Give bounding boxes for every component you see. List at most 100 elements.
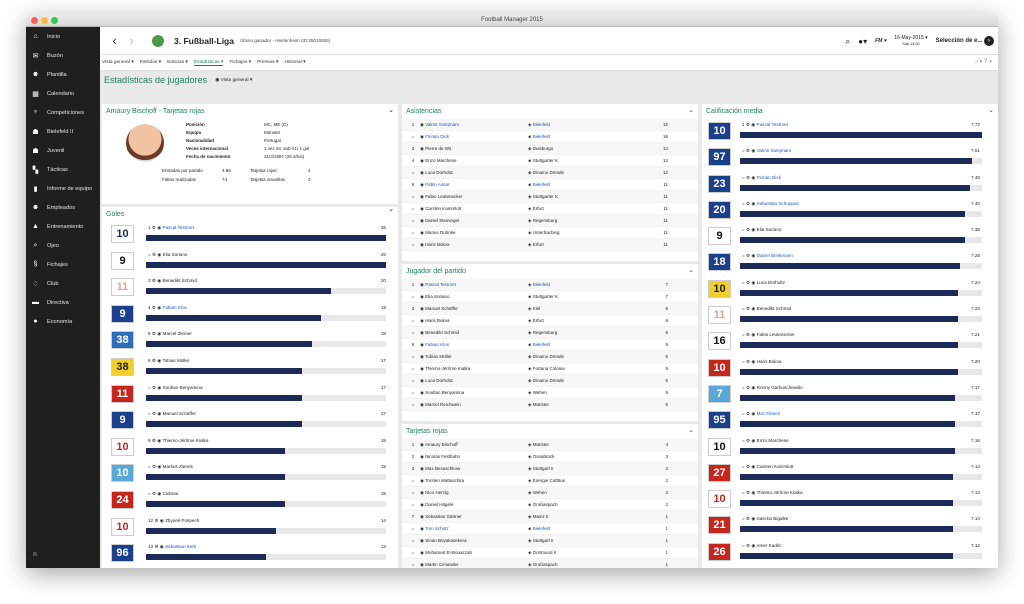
table-row[interactable]: = ◉ Daniel Steininger ◈ Regensburg 11 [402,215,698,227]
leader-row[interactable]: 97 = ⚙ ◉ Valmir Sulejmani 7.51 [702,145,998,171]
player-label[interactable]: Florian Dick [425,133,449,139]
player-label[interactable]: Daniel Hägele [425,501,454,507]
player-name[interactable]: = ⚙ ◉ Florian Dick [742,174,781,180]
club-label[interactable]: Wehen [532,489,547,495]
club-label[interactable]: Münster [532,441,549,447]
player-name[interactable]: = ⚙ ◉ Elia Soriano [148,251,188,257]
player-label[interactable]: Sebastian Kerk [165,544,197,550]
player-label[interactable]: Carsten Kammlott [425,205,462,211]
player-name[interactable]: ◉ Nico Herzig [420,489,449,495]
player-name[interactable]: ◉ Max Besuschkow [420,465,461,471]
menu-item[interactable]: Premios ▾ [257,60,279,65]
player-name[interactable]: 9 ⚙ ◉ Thiemo-Jérôme Kialka [148,437,209,443]
player-label[interactable]: Mohamed El-Bouazzati [425,549,472,555]
club-label[interactable]: Mainz II [532,513,549,519]
club-label[interactable]: Erfurt [532,241,544,247]
player-label[interactable]: Benedikt Schmid [756,306,792,312]
club-name[interactable]: ◈ Großaspach [528,561,558,567]
player-name[interactable]: ◉ Tobias Müller [420,353,452,359]
player-label[interactable]: Sebastian Gärtner [425,513,462,519]
club-label[interactable]: Stuttgarter K. [532,293,560,299]
sidebar-item[interactable]: ⌕ Ojeo [26,236,100,255]
player-label[interactable]: Fabio Leutenecker [756,332,795,338]
club-label[interactable]: Stuttgarter K. [532,193,560,199]
table-row[interactable]: = ◉ Carsten Kammlott ◈ Erfurt 11 [402,203,698,215]
player-name[interactable]: = ⚙ ◉ Haris Bukva [742,358,782,364]
sidebar-item[interactable]: ⌂ Inicio [26,27,100,46]
club-label[interactable]: Dinamo Dresde [532,169,564,175]
table-row[interactable]: 1 ◉ Valmir Sulejmani ◈ Bielefeld 16 [402,119,698,131]
leader-row[interactable]: 23 = ⚙ ◉ Florian Dick 7.48 [702,172,998,198]
player-label[interactable]: Thiemo-Jérôme Kialka [162,437,209,443]
player-name[interactable]: = ⚙ ◉ Ronny Garbuschewski [742,384,803,390]
club-name[interactable]: ◈ Münster [528,401,549,407]
minimize-button[interactable] [41,17,48,24]
club-label[interactable]: Stuttgart II [532,537,554,543]
player-name[interactable]: = ⚙ ◉ Elia Soriano [742,227,782,233]
club-name[interactable]: ◈ Stuttgarter K. [528,293,560,299]
player-label[interactable]: Torsten Mattuschka [425,477,465,483]
club-label[interactable]: Großaspach [532,501,558,507]
club-name[interactable]: ◈ Dortmund II [528,549,557,555]
player-name[interactable]: ◉ Thiemo-Jérôme Kialka [420,365,471,371]
club-name[interactable]: ◈ Stuttgart II [528,537,554,543]
table-row[interactable]: = ◉ Tobias Müller ◈ Dinamo Dresde 5 [402,351,698,363]
player-name[interactable]: = ⚙ ◉ Markus Ziereis [148,464,193,470]
leader-row[interactable]: 9 = ⚙ ◉ Elia Soriano 26 [102,249,398,276]
player-label[interactable]: Elia Soriano [425,293,450,299]
player-name[interactable]: ◉ Haris Bukva [420,241,450,247]
menu-item[interactable]: Noticias ▾ [167,60,188,65]
player-label[interactable]: Pascal Testroet [756,122,788,127]
player-label[interactable]: Thiemo-Jérôme Kialka [425,365,471,371]
player-label[interactable]: Manuel Schäffer [162,411,197,417]
sidebar-item[interactable]: ▲ Entrenamiento [26,217,100,236]
player-name[interactable]: 1 ⚙ ◉ Pascal Testroet [742,122,788,127]
sidebar-item[interactable]: ☻ Plantilla [26,65,100,84]
player-name[interactable]: = ⚙ ◉ Enzo Marchese [742,437,789,443]
club-label[interactable]: Bielefeld [532,525,550,531]
club-label[interactable]: Stuttgart II [532,465,554,471]
club-label[interactable]: Bielefeld [532,133,550,139]
sidebar-item[interactable]: ✉ Buzón [26,46,100,65]
leader-row[interactable]: 16 = ⚙ ◉ Fabio Leutenecker 7.21 [702,329,998,355]
club-name[interactable]: ◈ Bielefeld [528,121,550,127]
club-name[interactable]: ◈ Regensburg [528,217,558,223]
player-name[interactable]: ◉ Sinan Büyükasekera [420,537,467,543]
player-name[interactable]: ◉ Nicolas Feldhahn [420,453,460,459]
club-name[interactable]: ◈ Energie Cottbus [528,477,565,483]
leader-row[interactable]: 18 = ⚙ ◉ Daniel Brinkmann 7.28 [702,250,998,276]
table-row[interactable]: = ◉ Elia Soriano ◈ Stuttgarter K. 7 [402,291,698,303]
club-name[interactable]: ◈ Erfurt [528,317,544,323]
player-name[interactable]: = ⚙ ◉ Soufian Benyamina [148,384,203,390]
leader-row[interactable]: 96 13 ⚙ ◉ Sebastian Kerk 13 [102,541,398,568]
club-label[interactable]: Regensburg [532,329,558,335]
player-label[interactable]: Luca Dürholtz [756,279,785,285]
table-row[interactable]: = ◉ Benedikt Schmid ◈ Regensburg 6 [402,327,698,339]
club-name[interactable]: ◈ Stuttgart II [528,465,554,471]
player-name[interactable]: ◉ Pablo Aimar [420,181,450,187]
club-label[interactable]: Duisburgo [532,145,554,151]
player-label[interactable]: Valmir Sulejmani [756,148,791,154]
player-name[interactable]: ◉ Pierre de Wit [420,145,452,151]
leader-row[interactable]: 10 12 ⚙ ◉ Zbynek Pospech 14 [102,515,398,542]
player-name[interactable]: ◉ Martin Cimander [420,561,459,567]
player-label[interactable]: Tobias Müller [425,353,452,359]
club-name[interactable]: ◈ Stuttgarter K. [528,193,560,199]
player-label[interactable]: Pablo Aimar [425,181,450,187]
player-label[interactable]: Sinan Büyükasekera [425,537,467,543]
club-label[interactable]: Bielefeld [532,121,550,127]
player-name[interactable]: ◉ Amaury Bischoff [420,441,458,447]
player-label[interactable]: Sascha Bigalke [756,516,789,522]
player-name[interactable]: 4 ⚙ ◉ Fabian Klos [148,304,187,310]
table-row[interactable]: 4 ◉ Enzo Marchese ◈ Stuttgarter K. 12 [402,155,698,167]
sidebar-item[interactable]: ● Economía [26,312,100,331]
menu-tools[interactable]: ⟋▾ ? ▾ [975,59,992,65]
player-label[interactable]: Moi Gómez [756,411,781,417]
leader-row[interactable]: 10 9 ⚙ ◉ Thiemo-Jérôme Kialka 15 [102,435,398,462]
player-label[interactable]: Elia Soriano [162,251,188,257]
table-row[interactable]: = ◉ Tom Schütz ◈ Bielefeld 1 [402,523,698,535]
club-label[interactable]: Dortmund II [532,549,557,555]
leader-row[interactable]: 9 = ⚙ ◉ Elia Soriano 7.38 [702,224,998,250]
player-label[interactable]: Benedikt Schmid [162,278,198,284]
player-name[interactable]: = ⚙ ◉ Benedikt Schmid [742,306,792,312]
